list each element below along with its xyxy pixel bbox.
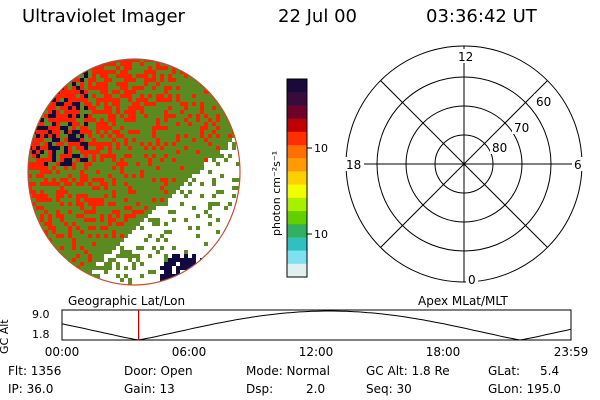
timeline-ytick-high: 9.0: [32, 308, 50, 321]
colorbar-swatch: [287, 237, 307, 252]
instrument-title: Ultraviolet Imager: [22, 6, 185, 27]
colorbar-tick-100: 100: [314, 142, 328, 155]
colorbar-swatch: [287, 92, 307, 106]
geographic-image-panel: [27, 58, 241, 286]
timeline-xtick-2359: 23:59: [554, 345, 589, 359]
uv-image-disk: [28, 59, 240, 285]
colorbar-swatches: [287, 79, 307, 278]
footer-flt: Flt: 1356: [8, 364, 62, 378]
altitude-timeline: GC Alt 9.0 1.8 00:00 06:00 12:00 18:00 2…: [0, 308, 589, 359]
colorbar-swatch: [287, 250, 307, 265]
polar-panel-label: Apex MLat/MLT: [418, 294, 508, 308]
mlt-label-12: 12: [458, 50, 473, 64]
colorbar-swatch: [287, 211, 307, 225]
footer-dsp-label: Dsp:: [246, 382, 274, 396]
footer-gain: Gain: 13: [124, 382, 175, 396]
colorbar-swatch: [287, 131, 307, 146]
colorbar-tick-10: 10: [314, 228, 328, 241]
timeline-xtick-0000: 00:00: [45, 345, 80, 359]
mlt-label-0: 0: [468, 273, 476, 287]
footer-glat-label: GLat:: [488, 364, 521, 378]
colorbar-swatch: [287, 171, 307, 186]
colorbar-swatch: [287, 79, 307, 93]
colorbar-swatch: [287, 105, 307, 120]
timeline-xtick-0600: 06:00: [172, 345, 207, 359]
footer-seq: Seq: 30: [366, 382, 412, 396]
time-label: 03:36:42 UT: [426, 6, 537, 27]
mlat-label-60: 60: [536, 95, 551, 109]
footer-mode: Mode: Normal: [246, 364, 330, 378]
colorbar-swatch: [287, 118, 307, 133]
timeline-ytick-low: 1.8: [32, 328, 50, 341]
colorbar-unit-label: photon cm⁻²s⁻¹: [270, 151, 283, 236]
mlt-label-18: 18: [346, 158, 361, 172]
mlt-label-6: 6: [574, 158, 582, 172]
mlat-label-80: 80: [492, 141, 507, 155]
polar-grid-panel: 12 18 6 0 60 70 80: [344, 45, 584, 287]
colorbar-swatch: [287, 197, 307, 212]
timeline-xtick-1200: 12:00: [299, 345, 334, 359]
colorbar-swatch: [287, 263, 307, 278]
colorbar: 100 10 photon cm⁻²s⁻¹: [270, 78, 328, 278]
footer-ip: IP: 36.0: [8, 382, 54, 396]
colorbar-swatch: [287, 145, 307, 159]
footer-gc-alt: GC Alt: 1.8 Re: [366, 364, 450, 378]
timeline-xtick-1800: 18:00: [426, 345, 461, 359]
timeline-ylabel: GC Alt: [0, 319, 11, 354]
altitude-curve: [61, 310, 572, 341]
colorbar-swatch: [287, 158, 307, 172]
colorbar-swatch: [287, 224, 307, 238]
footer-glon: GLon: 195.0: [488, 382, 561, 396]
mlat-label-70: 70: [514, 121, 529, 135]
date-label: 22 Jul 00: [278, 6, 357, 27]
footer-door: Door: Open: [124, 364, 193, 378]
footer-glat-value: 5.4: [540, 364, 560, 378]
colorbar-swatch: [287, 184, 307, 199]
geo-panel-label: Geographic Lat/Lon: [68, 294, 186, 308]
footer-dsp-value: 2.0: [306, 382, 326, 396]
